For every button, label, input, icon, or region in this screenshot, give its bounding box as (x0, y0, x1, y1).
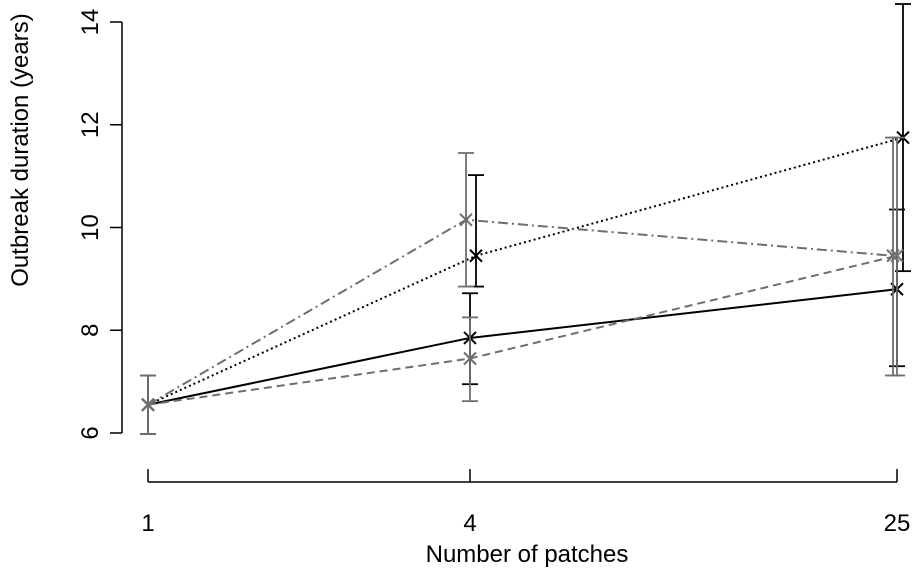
data-point-marker (141, 398, 155, 412)
series-1 (140, 208, 905, 435)
y-tick-label: 14 (77, 9, 104, 36)
data-point-marker (469, 249, 483, 263)
y-tick-label: 6 (77, 426, 104, 439)
series-4 (140, 136, 901, 435)
series-layer (140, 3, 911, 435)
x-tick-label: 1 (141, 510, 154, 537)
data-point-marker (886, 249, 900, 263)
x-axis: 1 4 25 (141, 469, 910, 537)
y-tick-label: 8 (77, 324, 104, 337)
series-line (147, 218, 894, 406)
series-line (147, 136, 904, 406)
marker-stroke (469, 249, 483, 263)
marker-stroke (459, 213, 473, 227)
series-3 (140, 136, 905, 435)
x-tick-label: 4 (463, 510, 476, 537)
x-tick-label: 25 (884, 510, 911, 537)
marker-stroke (141, 398, 155, 412)
y-axis: 6 8 10 12 14 (77, 9, 123, 440)
y-tick-label: 12 (77, 111, 104, 138)
series-line (147, 288, 898, 406)
series-2 (140, 3, 911, 435)
marker-stroke (463, 351, 477, 366)
data-point-marker (459, 213, 473, 227)
x-axis-label: Number of patches (426, 541, 629, 568)
y-tick-label: 10 (77, 214, 104, 241)
y-axis-label: Outbreak duration (years) (7, 13, 34, 286)
data-point-marker (463, 351, 477, 366)
marker-stroke (886, 249, 900, 263)
